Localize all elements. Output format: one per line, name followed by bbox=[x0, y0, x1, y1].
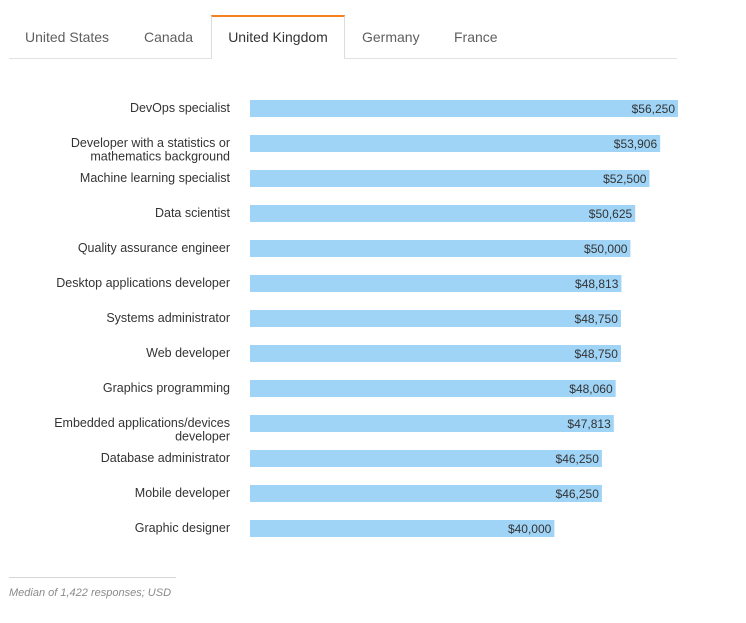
tab-canada[interactable]: Canada bbox=[144, 29, 194, 45]
bar bbox=[250, 170, 650, 187]
bar bbox=[250, 520, 555, 537]
bar-row: Quality assurance engineer $50,000 bbox=[78, 240, 631, 257]
value-label: $47,813 bbox=[567, 417, 611, 431]
value-label: $50,625 bbox=[589, 207, 633, 221]
value-label: $53,906 bbox=[614, 137, 658, 151]
bar bbox=[250, 100, 678, 117]
category-label: Data scientist bbox=[155, 206, 231, 220]
category-label: Embedded applications/devices developer bbox=[54, 416, 230, 444]
bar-row: Database administrator $46,250 bbox=[101, 450, 602, 467]
salary-bar-chart: DevOps specialist $56,250 Developer with a… bbox=[54, 100, 678, 537]
bar bbox=[250, 135, 661, 152]
bar bbox=[250, 275, 622, 292]
tab-france[interactable]: France bbox=[454, 29, 498, 45]
footnote: Median of 1,422 responses; USD bbox=[9, 587, 172, 599]
category-label: Desktop applications developer bbox=[56, 276, 230, 290]
value-label: $40,000 bbox=[508, 522, 552, 536]
bar bbox=[250, 485, 602, 502]
tab-united-states[interactable]: United States bbox=[25, 29, 110, 45]
value-label: $56,250 bbox=[632, 102, 676, 116]
bar bbox=[250, 345, 621, 362]
bar bbox=[250, 205, 636, 222]
bar-row: Graphics programming $48,060 bbox=[103, 380, 616, 397]
value-label: $46,250 bbox=[556, 452, 600, 466]
bar-row: Desktop applications developer $48,813 bbox=[56, 275, 622, 292]
value-label: $46,250 bbox=[556, 487, 600, 501]
value-label: $48,750 bbox=[575, 312, 619, 326]
category-label: Systems administrator bbox=[106, 311, 230, 325]
category-label: Web developer bbox=[146, 346, 230, 360]
bar-row: Web developer $48,750 bbox=[146, 345, 621, 362]
footnote-divider bbox=[9, 577, 176, 578]
bar-row: Data scientist $50,625 bbox=[155, 205, 636, 222]
bar bbox=[250, 380, 616, 397]
country-tabs: United States Canada United Kingdom Germ… bbox=[9, 15, 677, 59]
value-label: $48,813 bbox=[575, 277, 619, 291]
bar bbox=[250, 450, 602, 467]
bar-row: Graphic designer $40,000 bbox=[135, 520, 555, 537]
value-label: $50,000 bbox=[584, 242, 628, 256]
category-label: Database administrator bbox=[101, 451, 230, 465]
category-label: DevOps specialist bbox=[130, 101, 231, 115]
category-label: Machine learning specialist bbox=[80, 171, 231, 185]
bar-row: Systems administrator $48,750 bbox=[106, 310, 621, 327]
category-label: Graphic designer bbox=[135, 521, 230, 535]
bar-row: Developer with a statistics or mathematic… bbox=[71, 135, 661, 164]
category-label: Developer with a statistics or mathematic… bbox=[71, 136, 230, 164]
bar-row: DevOps specialist $56,250 bbox=[130, 100, 678, 117]
category-label: Graphics programming bbox=[103, 381, 230, 395]
category-label: Mobile developer bbox=[135, 486, 230, 500]
value-label: $52,500 bbox=[603, 172, 647, 186]
value-label: $48,750 bbox=[575, 347, 619, 361]
value-label: $48,060 bbox=[569, 382, 613, 396]
tab-germany[interactable]: Germany bbox=[362, 29, 420, 45]
bar bbox=[250, 240, 631, 257]
bar bbox=[250, 310, 621, 327]
bar-row: Mobile developer $46,250 bbox=[135, 485, 602, 502]
category-label: Quality assurance engineer bbox=[78, 241, 230, 255]
bar-row: Machine learning specialist $52,500 bbox=[80, 170, 650, 187]
tab-united-kingdom[interactable]: United Kingdom bbox=[211, 15, 345, 59]
bar-row: Embedded applications/devices developer $4… bbox=[54, 415, 614, 444]
bar bbox=[250, 415, 614, 432]
